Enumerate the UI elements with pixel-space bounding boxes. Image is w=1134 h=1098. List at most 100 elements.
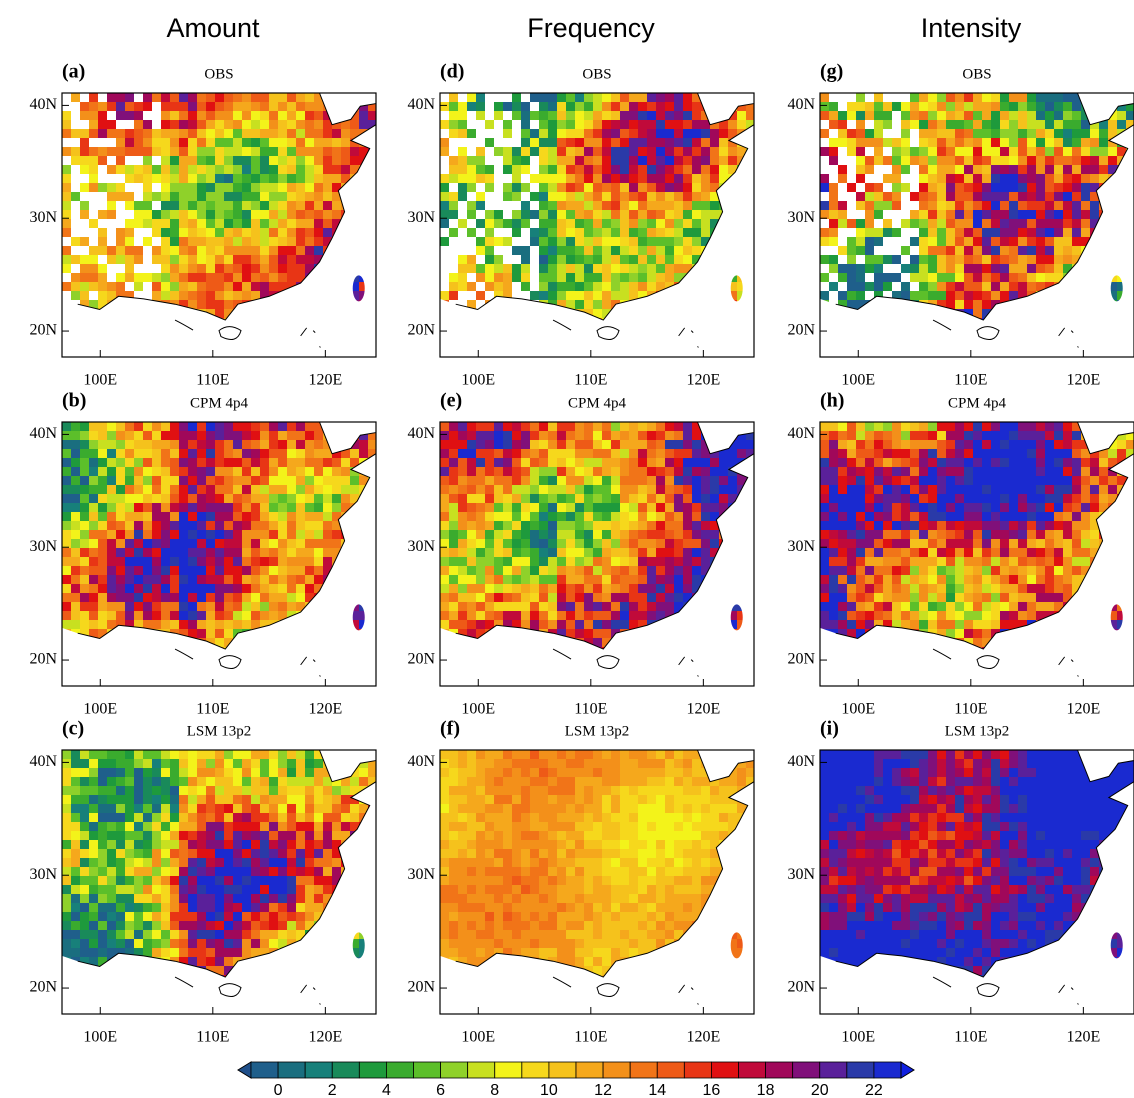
field-cell [1081, 264, 1090, 273]
field-cell [359, 264, 368, 273]
field-cell [701, 282, 710, 291]
field-cell [611, 219, 620, 228]
field-cell [737, 264, 746, 273]
field-cell [242, 656, 251, 665]
field-cell [278, 422, 287, 431]
field-cell [98, 521, 107, 530]
field-cell [674, 467, 683, 476]
field-cell [602, 512, 611, 521]
field-cell [1027, 255, 1036, 264]
y-tick-label: 40N [29, 425, 57, 442]
field-cell [1063, 291, 1072, 300]
field-cell [901, 165, 910, 174]
field-cell [107, 467, 116, 476]
field-cell [1045, 237, 1054, 246]
field-cell [242, 593, 251, 602]
field-cell [287, 629, 296, 638]
field-cell [530, 192, 539, 201]
field-cell [692, 557, 701, 566]
field-cell [260, 593, 269, 602]
field-cell [1108, 255, 1117, 264]
field-cell [1054, 246, 1063, 255]
field-cell [143, 557, 152, 566]
field-cell [242, 183, 251, 192]
field-cell [1000, 165, 1009, 174]
field-cell [955, 327, 964, 336]
field-cell [728, 620, 737, 629]
field-cell [296, 449, 305, 458]
field-cell [161, 620, 170, 629]
field-cell [80, 309, 89, 318]
field-cell [629, 494, 638, 503]
field-cell [692, 318, 701, 321]
field-cell [323, 656, 332, 665]
field-cell [982, 291, 991, 300]
field-cell [287, 557, 296, 566]
field-cell [539, 503, 548, 512]
field-cell [1090, 111, 1099, 120]
field-cell [170, 291, 179, 300]
field-cell [242, 548, 251, 557]
field-cell [1117, 183, 1126, 192]
field-cell [224, 512, 233, 521]
field-cell [251, 354, 260, 363]
field-cell [125, 593, 134, 602]
field-cell [1117, 201, 1126, 210]
field-cell [476, 237, 485, 246]
field-cell [910, 120, 919, 129]
field-cell [521, 318, 530, 321]
field-cell [134, 147, 143, 156]
field-cell [233, 494, 242, 503]
field-cell [359, 354, 368, 363]
field-cell [242, 647, 251, 650]
field-cell [233, 638, 242, 647]
field-cell [359, 530, 368, 539]
field-cell [1000, 282, 1009, 291]
field-cell [575, 530, 584, 539]
field-cell [575, 246, 584, 255]
field-cell [674, 354, 683, 363]
field-cell [494, 494, 503, 503]
field-cell [368, 431, 376, 440]
field-cell [665, 593, 674, 602]
field-cell [611, 584, 620, 593]
field-cell [161, 255, 170, 264]
field-cell [1072, 102, 1081, 111]
field-cell [919, 246, 928, 255]
field-cell [548, 345, 557, 354]
field-cell [919, 264, 928, 273]
field-cell [287, 575, 296, 584]
field-cell [575, 192, 584, 201]
field-cell [674, 237, 683, 246]
field-cell [611, 183, 620, 192]
field-cell [476, 246, 485, 255]
field-cell [134, 440, 143, 449]
field-cell [89, 620, 98, 629]
field-cell [602, 521, 611, 530]
field-cell [458, 165, 467, 174]
field-cell [341, 422, 350, 431]
field-cell [512, 440, 521, 449]
field-cell [251, 467, 260, 476]
field-cell [728, 201, 737, 210]
field-cell [530, 458, 539, 467]
field-cell [674, 201, 683, 210]
field-cell [512, 629, 521, 638]
field-cell [710, 539, 719, 548]
field-cell [1081, 345, 1090, 354]
field-cell [737, 548, 746, 557]
field-cell [1099, 129, 1108, 138]
field-cell [494, 566, 503, 575]
field-cell [593, 354, 602, 363]
field-cell [584, 102, 593, 111]
field-cell [512, 228, 521, 237]
field-cell [305, 503, 314, 512]
field-cell [1045, 129, 1054, 138]
field-cell [647, 512, 656, 521]
field-cell [503, 683, 512, 692]
field-cell [865, 264, 874, 273]
field-cell [620, 665, 629, 674]
field-cell [152, 620, 161, 629]
field-cell [503, 485, 512, 494]
field-cell [1000, 264, 1009, 273]
